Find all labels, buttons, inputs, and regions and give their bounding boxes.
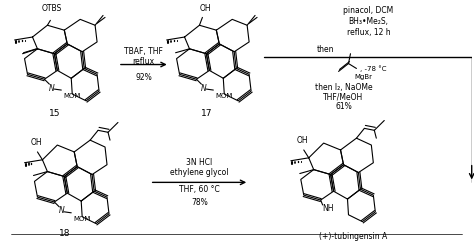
Text: reflux, 12 h: reflux, 12 h — [346, 28, 390, 37]
Text: MOM: MOM — [73, 216, 91, 222]
Text: ethylene glycol: ethylene glycol — [170, 168, 228, 177]
Text: N: N — [58, 206, 64, 215]
Text: N: N — [48, 83, 54, 93]
Text: 3N HCl: 3N HCl — [186, 158, 212, 167]
Text: then: then — [317, 45, 334, 54]
Text: NH: NH — [322, 204, 333, 213]
Text: 61%: 61% — [335, 102, 352, 111]
Text: OTBS: OTBS — [41, 4, 62, 14]
Text: OH: OH — [200, 4, 211, 14]
Text: , -78 °C: , -78 °C — [360, 65, 387, 72]
Text: pinacol, DCM: pinacol, DCM — [343, 6, 393, 15]
Text: then I₂, NaOMe: then I₂, NaOMe — [315, 83, 373, 92]
Text: 92%: 92% — [136, 73, 152, 82]
Text: MgBr: MgBr — [355, 74, 373, 80]
Text: BH₃•Me₂S,: BH₃•Me₂S, — [348, 17, 388, 26]
Text: MOM: MOM — [215, 93, 233, 99]
Text: reflux: reflux — [133, 57, 155, 66]
Text: 15: 15 — [49, 109, 60, 118]
Text: THF/MeOH: THF/MeOH — [323, 92, 364, 101]
Text: MOM: MOM — [64, 93, 81, 99]
Text: THF, 60 °C: THF, 60 °C — [179, 185, 220, 194]
Text: OH: OH — [31, 138, 42, 147]
Text: TBAF, THF: TBAF, THF — [124, 47, 163, 56]
Text: 18: 18 — [59, 229, 70, 238]
Text: (+)-tubingensin A: (+)-tubingensin A — [319, 232, 388, 241]
Text: N: N — [201, 83, 206, 93]
Text: 17: 17 — [201, 109, 212, 118]
Text: OH: OH — [297, 136, 309, 145]
Text: 78%: 78% — [191, 197, 208, 206]
